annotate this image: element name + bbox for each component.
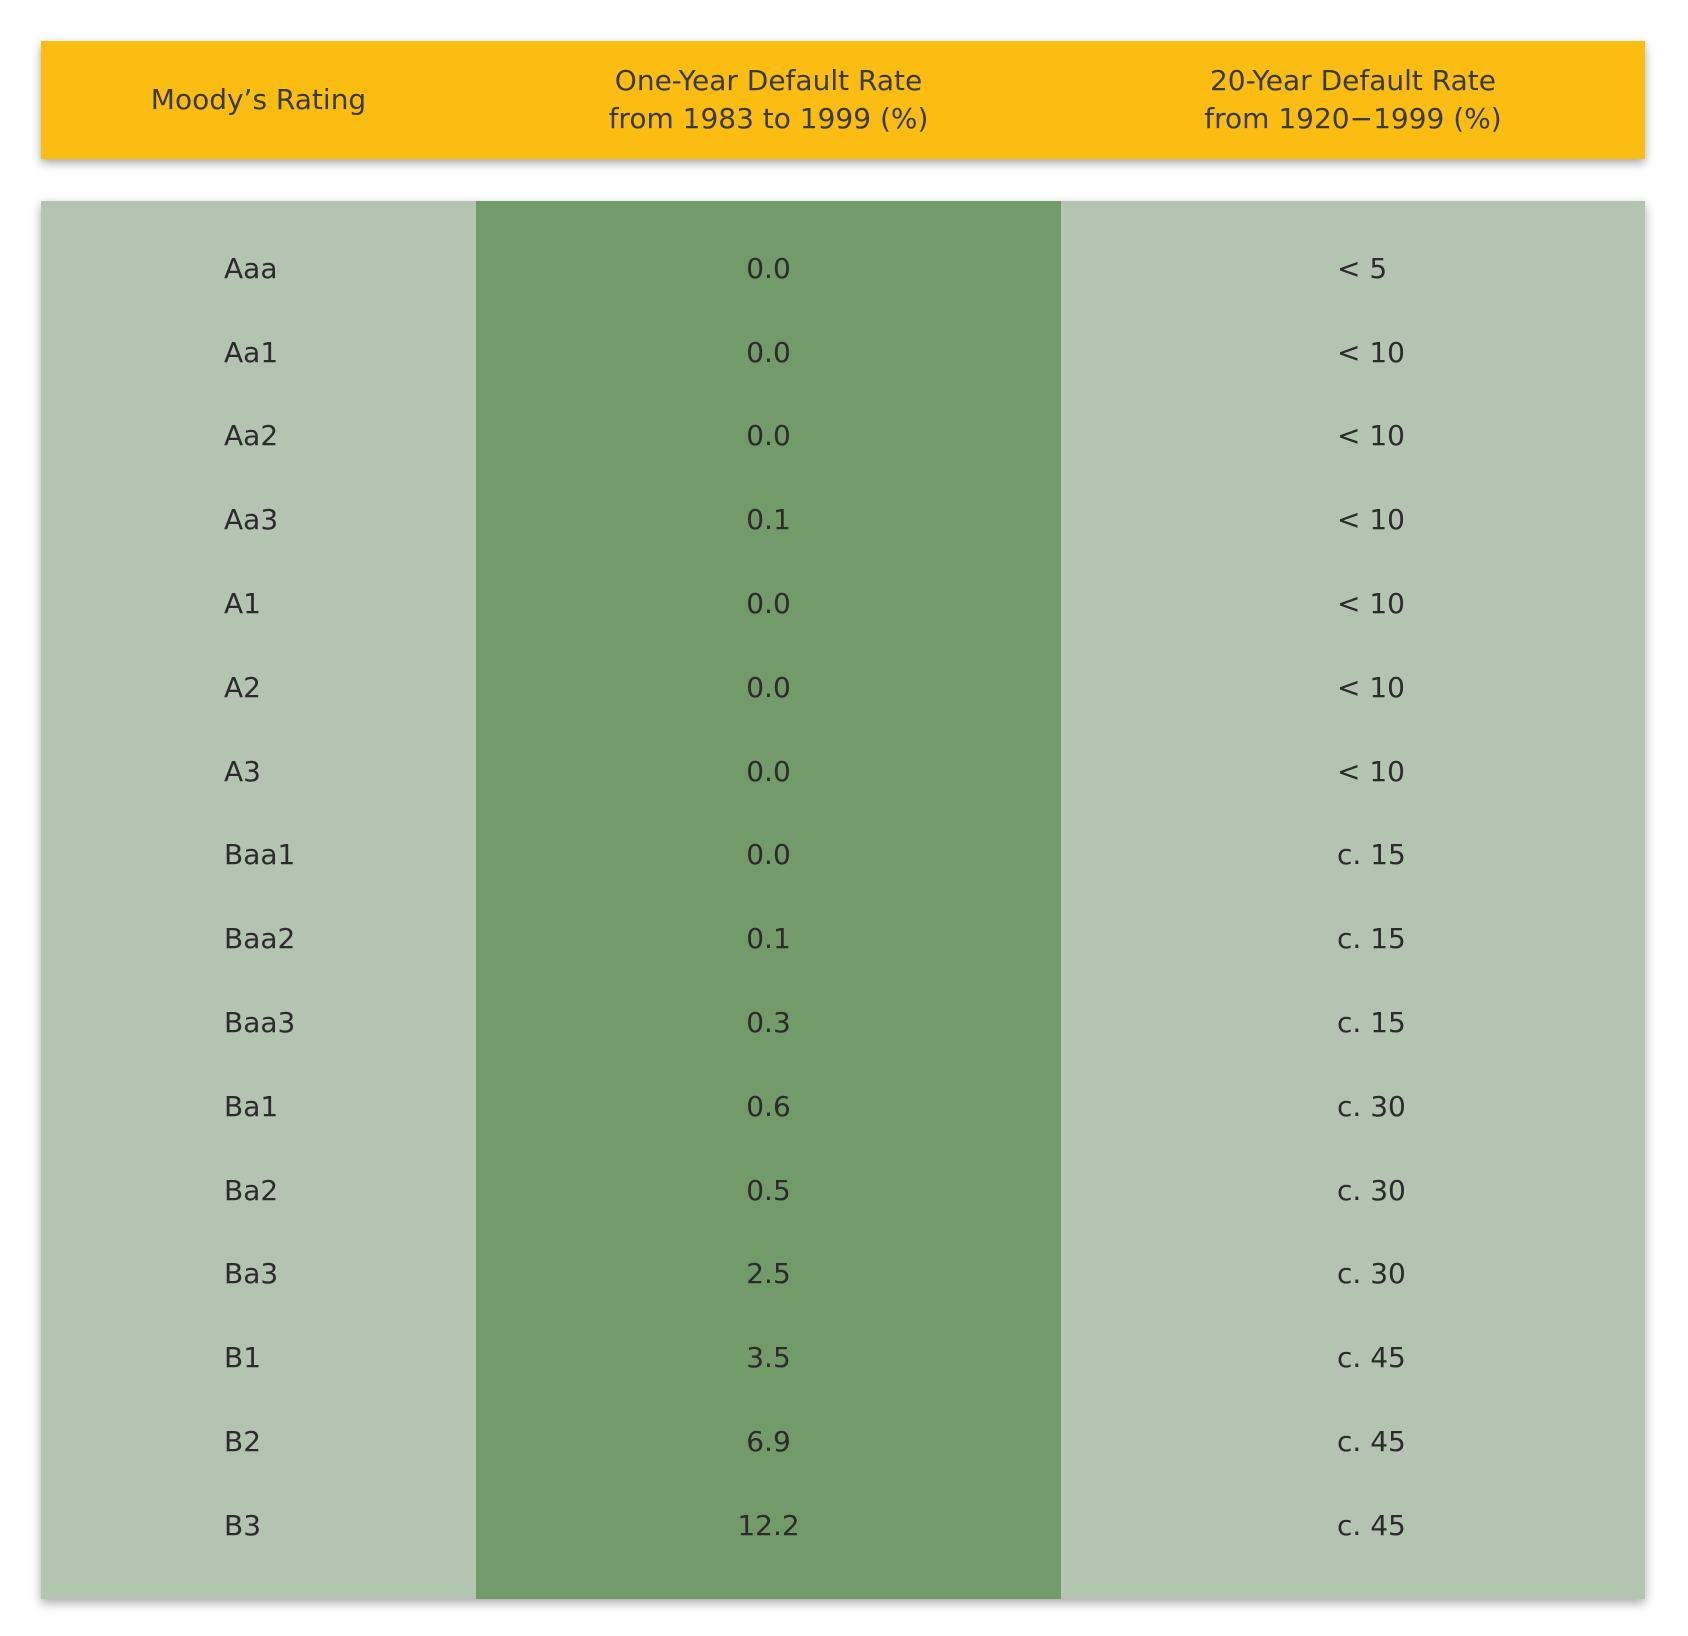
table-row: Ba3 2.5 c. 30 xyxy=(41,1233,1645,1317)
one-year-default-rate-cell: 6.9 xyxy=(746,1425,791,1459)
rating-cell: A1 xyxy=(224,587,261,621)
twenty-year-default-rate-cell: c. 45 xyxy=(1337,1508,1406,1542)
rating-cell: Aaa xyxy=(224,251,278,285)
one-year-default-rate-cell: 0.0 xyxy=(746,335,791,369)
twenty-year-default-rate-cell: c. 45 xyxy=(1337,1425,1406,1459)
rating-cell: Baa1 xyxy=(224,838,296,872)
rating-cell: B1 xyxy=(224,1341,262,1375)
table-row: A3 0.0 < 10 xyxy=(41,730,1645,814)
table-row: Aa2 0.0 < 10 xyxy=(41,395,1645,479)
rating-cell: Aa1 xyxy=(224,335,279,369)
twenty-year-default-rate-cell: < 5 xyxy=(1337,251,1388,285)
rating-cell: Ba3 xyxy=(224,1257,279,1291)
table-row: Aa3 0.1 < 10 xyxy=(41,478,1645,562)
highlight-column xyxy=(476,201,1061,1599)
table-row: A2 0.0 < 10 xyxy=(41,646,1645,730)
rating-cell: Ba1 xyxy=(224,1089,279,1123)
one-year-default-rate-cell: 0.0 xyxy=(746,754,791,788)
table-row: Baa2 0.1 c. 15 xyxy=(41,897,1645,981)
rating-cell: Baa3 xyxy=(224,1006,296,1040)
table-row: Ba1 0.6 c. 30 xyxy=(41,1065,1645,1149)
header-one-year-default-rate: One-Year Default Rate from 1983 to 1999 … xyxy=(608,64,929,135)
rating-cell: Ba2 xyxy=(224,1173,279,1207)
table-row: Aa1 0.0 < 10 xyxy=(41,311,1645,395)
twenty-year-default-rate-cell: < 10 xyxy=(1337,503,1405,537)
header-moodys-rating: Moody’s Rating xyxy=(150,83,367,116)
twenty-year-default-rate-cell: c. 15 xyxy=(1337,838,1406,872)
twenty-year-default-rate-cell: c. 15 xyxy=(1337,1006,1406,1040)
rating-cell: B3 xyxy=(224,1508,262,1542)
header-twenty-year-default-rate: 20-Year Default Rate from 1920−1999 (%) xyxy=(1204,64,1502,135)
rating-cell: A3 xyxy=(224,754,261,788)
twenty-year-default-rate-cell: c. 30 xyxy=(1337,1173,1406,1207)
one-year-default-rate-cell: 0.0 xyxy=(746,670,791,704)
table-row: Aaa 0.0 < 5 xyxy=(41,227,1645,311)
rating-cell: A2 xyxy=(224,670,261,704)
table-row: A1 0.0 < 10 xyxy=(41,562,1645,646)
one-year-default-rate-cell: 12.2 xyxy=(737,1508,800,1542)
table-body: Aaa 0.0 < 5 Aa1 0.0 < 10 Aa2 0.0 < 10 Aa3 0.1 < 10 A… xyxy=(41,201,1645,1599)
one-year-default-rate-cell: 0.1 xyxy=(746,503,791,537)
one-year-default-rate-cell: 0.1 xyxy=(746,922,791,956)
twenty-year-default-rate-cell: c. 45 xyxy=(1337,1341,1406,1375)
twenty-year-default-rate-cell: c. 30 xyxy=(1337,1257,1406,1291)
one-year-default-rate-cell: 0.0 xyxy=(746,419,791,453)
table-row: B2 6.9 c. 45 xyxy=(41,1400,1645,1484)
table-row: Ba2 0.5 c. 30 xyxy=(41,1149,1645,1233)
table-row: Baa3 0.3 c. 15 xyxy=(41,981,1645,1065)
one-year-default-rate-cell: 3.5 xyxy=(746,1341,791,1375)
rating-cell: Aa2 xyxy=(224,419,279,453)
twenty-year-default-rate-cell: c. 15 xyxy=(1337,922,1406,956)
one-year-default-rate-cell: 0.0 xyxy=(746,251,791,285)
twenty-year-default-rate-cell: < 10 xyxy=(1337,587,1405,621)
one-year-default-rate-cell: 0.6 xyxy=(746,1089,791,1123)
one-year-default-rate-cell: 0.0 xyxy=(746,838,791,872)
twenty-year-default-rate-cell: < 10 xyxy=(1337,335,1405,369)
twenty-year-default-rate-cell: c. 30 xyxy=(1337,1089,1406,1123)
one-year-default-rate-cell: 0.3 xyxy=(746,1006,791,1040)
twenty-year-default-rate-cell: < 10 xyxy=(1337,754,1405,788)
twenty-year-default-rate-cell: < 10 xyxy=(1337,419,1405,453)
table-row: B3 12.2 c. 45 xyxy=(41,1484,1645,1568)
table-rows: Aaa 0.0 < 5 Aa1 0.0 < 10 Aa2 0.0 < 10 Aa3 0.1 < 10 A… xyxy=(41,227,1645,1568)
rating-cell: Baa2 xyxy=(224,922,296,956)
rating-cell: B2 xyxy=(224,1425,262,1459)
rating-cell: Aa3 xyxy=(224,503,279,537)
one-year-default-rate-cell: 0.0 xyxy=(746,587,791,621)
one-year-default-rate-cell: 2.5 xyxy=(746,1257,791,1291)
table-row: B1 3.5 c. 45 xyxy=(41,1316,1645,1400)
table-row: Baa1 0.0 c. 15 xyxy=(41,814,1645,898)
twenty-year-default-rate-cell: < 10 xyxy=(1337,670,1405,704)
one-year-default-rate-cell: 0.5 xyxy=(746,1173,791,1207)
table-header: Moody’s Rating One-Year Default Rate fro… xyxy=(41,41,1645,159)
